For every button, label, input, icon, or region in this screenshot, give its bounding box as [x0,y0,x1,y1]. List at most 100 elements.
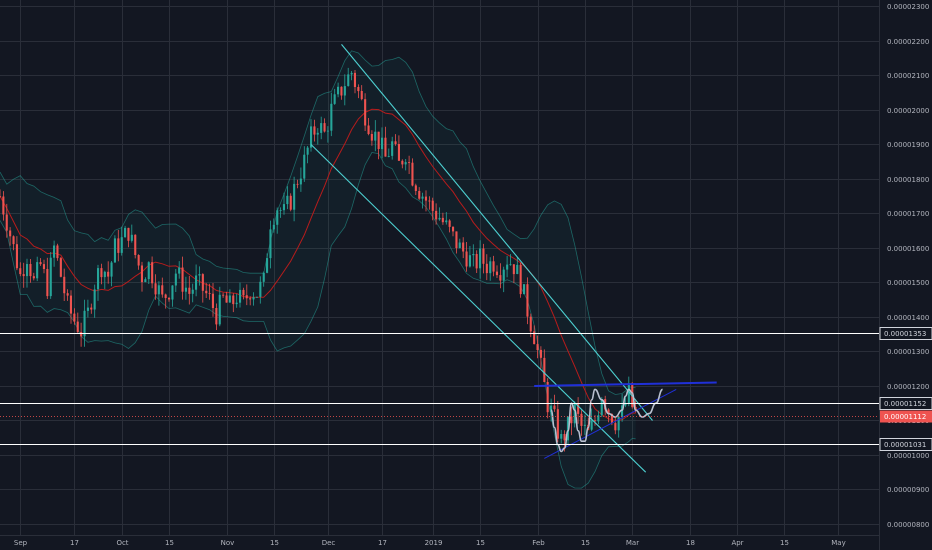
y-tick-label: 0.00000900 [887,486,929,494]
candle-body [326,130,329,132]
y-tick-label: 0.00001700 [887,210,929,218]
candle-body [560,434,563,439]
x-tick-label: Dec [322,539,336,547]
candle-body [566,416,569,441]
candle-body [323,123,326,132]
candle-body [120,237,123,253]
horizontal-levels [0,333,879,445]
candle-body [127,227,130,241]
candle-body [631,383,634,408]
candle-body [15,244,18,269]
pattern-path[interactable] [550,388,663,453]
candle-body [343,86,346,96]
y-tick-label: 0.00001400 [887,314,929,322]
candle-body [252,297,255,300]
x-tick-label: 15 [780,539,789,547]
candle-body [5,214,8,231]
candle-body [97,268,100,290]
y-tick-label: 0.00001000 [887,452,929,460]
candle-body [151,262,154,284]
candle-body [259,281,262,297]
candle-body [130,234,133,241]
candle-body [391,141,394,156]
candle-body [624,403,627,406]
candle-body [26,264,29,277]
current-price-label: 0.00001112 [884,413,926,421]
candle-body [556,409,559,439]
candle-body [29,264,32,277]
x-tick-label: 15 [476,539,485,547]
candle-body [428,200,431,202]
time-axis[interactable]: Sep 17 Oct 15 Nov 15 Dec 17 2019 15 Feb 15 Mar 18 Apr 1… [14,539,846,547]
support-line[interactable] [544,388,677,459]
candle-body [255,296,258,298]
trend-drawings [310,44,717,473]
candle-body [272,224,275,230]
candle-body [526,284,529,317]
candle-body [320,123,323,133]
candle-body [184,287,187,292]
candle-body [553,405,556,410]
candle-body [583,424,586,426]
candle-body [137,255,140,266]
candle-body [462,242,465,252]
candle-body [215,308,218,325]
candle-body [161,285,164,295]
candle-body [381,137,384,150]
candle-body [489,261,492,274]
candle-body [140,265,143,283]
candle-body [208,293,211,294]
candle-body [279,210,282,211]
candle-body [49,257,52,297]
candle-body [174,273,177,286]
candle-body [441,217,444,223]
candle-body [401,160,404,165]
candle-body [435,210,438,220]
candle-body [523,284,526,295]
candle-body [519,264,522,295]
candle-body [573,403,576,424]
candle-body [377,131,380,149]
candle-body [452,226,455,232]
candle-body [232,295,235,305]
x-tick-label: 17 [70,539,79,547]
candle-body [296,183,299,185]
candle-body [438,217,441,220]
y-tick-label: 0.00002100 [887,72,929,80]
x-tick-label: 15 [581,539,590,547]
resistance-line[interactable] [534,381,717,387]
y-tick-label: 0.00001600 [887,245,929,253]
level-badge-label: 0.00001353 [884,330,926,338]
candle-body [269,229,272,259]
candle-body [418,191,421,199]
candle-body [374,131,377,141]
price-badges: 0.00001353 0.00001152 0.00001031 0.00001112 [879,327,932,451]
candle-body [458,242,461,248]
candle-body [360,91,363,100]
candle-body [107,271,110,277]
candle-body [475,254,478,269]
candle-body [536,344,539,350]
candle-body [39,262,42,265]
candle-body [0,196,2,197]
x-tick-label: Feb [532,539,545,547]
candle-body [614,423,617,431]
candle-body [424,196,427,201]
y-tick-label: 0.00001900 [887,141,929,149]
x-tick-label: Nov [221,539,235,547]
candle-body [19,268,22,275]
x-tick-label: 15 [165,539,174,547]
candle-body [181,267,184,292]
channel-line[interactable] [341,44,653,421]
candle-body [610,414,613,424]
candle-body [495,271,498,276]
candle-body [607,409,610,414]
x-tick-label: Oct [116,539,128,547]
candle-body [222,294,225,296]
candle-body [53,245,56,258]
candle-body [124,227,127,238]
candle-body [289,195,292,210]
candle-body [543,357,546,382]
candle-body [350,72,353,75]
